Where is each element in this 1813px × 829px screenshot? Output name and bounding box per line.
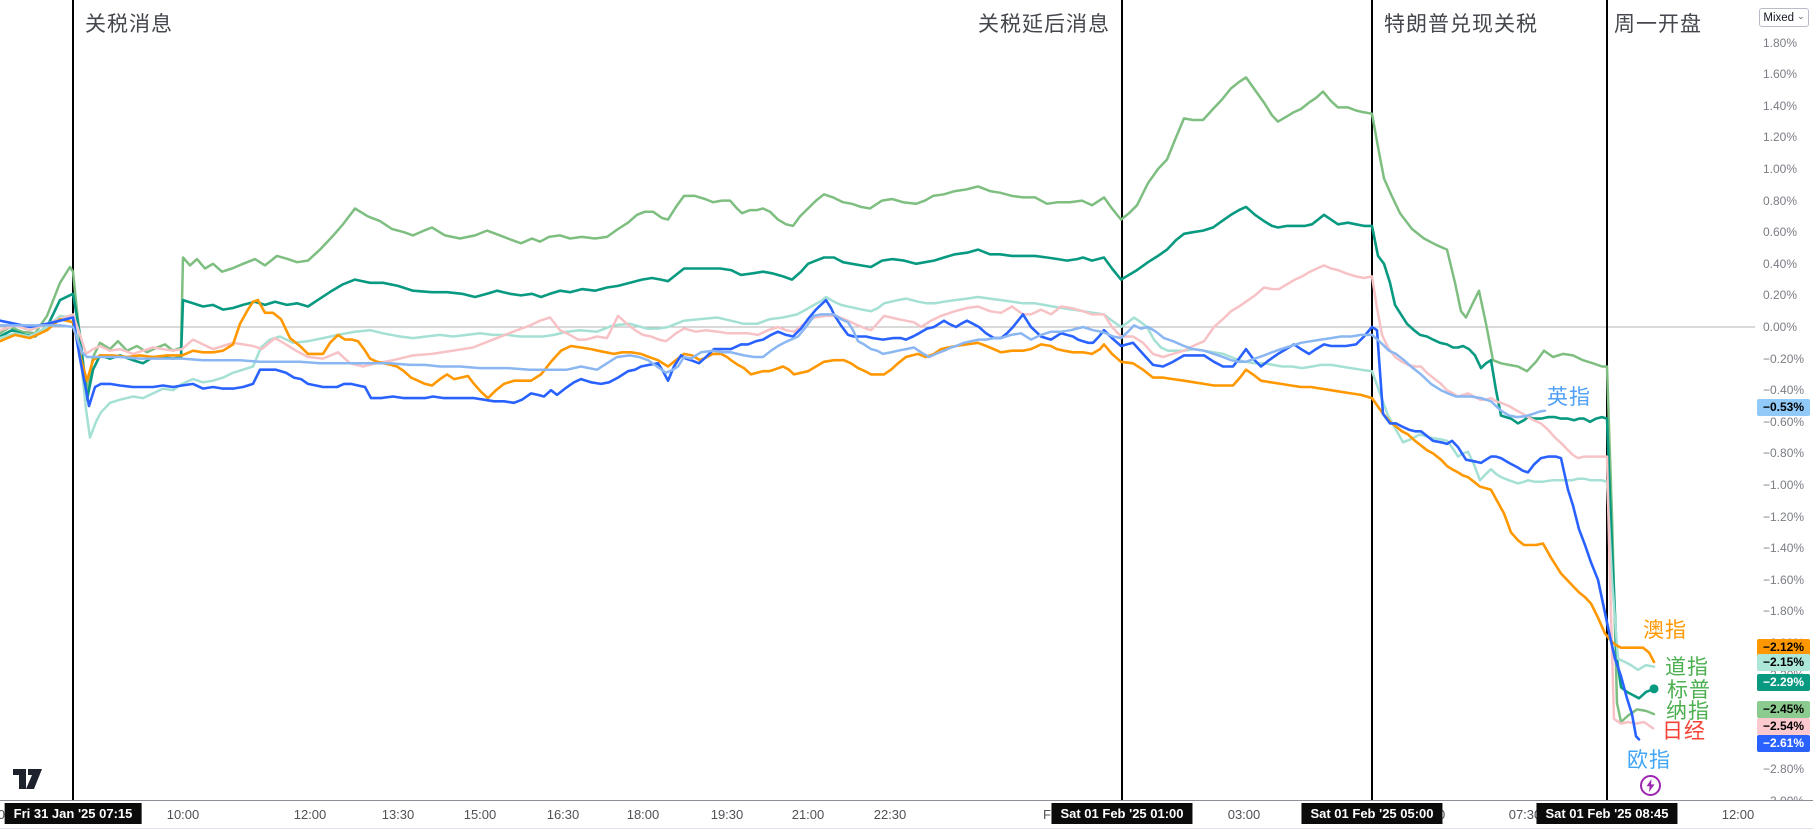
price-axis-label: −2.80% [1763,762,1805,777]
price-axis-label: 1.80% [1763,35,1798,50]
time-axis-label: 12:00 [293,807,327,822]
series-line-nasdaq[interactable] [0,76,1656,724]
price-axis-label: 1.00% [1763,162,1798,176]
time-axis-label: 10:00 [166,807,200,822]
time-axis-label: 07:30 [1508,807,1542,822]
series-line-sp500[interactable] [0,205,1656,700]
series-label-sp500: 标普 [1667,679,1711,702]
series-end-dot-sp500 [1649,684,1659,694]
time-axis-event-badge: Sat 01 Feb '25 08:45 [1536,803,1678,824]
series-line-aussie[interactable] [0,298,1656,664]
time-axis-event-badge: Sat 01 Feb '25 05:00 [1301,803,1443,824]
series-line-dow[interactable] [0,295,1656,672]
price-axis-label: −0.80% [1763,446,1805,461]
time-axis-label: 18:00 [626,807,660,822]
time-axis-label: 12:00 [1721,807,1755,822]
time-axis-label: 16:30 [546,807,580,822]
chevron-down-icon: ⌄ [1797,11,1805,21]
event-annotation-3[interactable]: 特朗普兑现关税 [1384,13,1538,36]
price-axis-label: −1.40% [1763,541,1805,556]
price-badge-dow: −2.15% [1757,654,1810,671]
time-axis-label: 15:00 [463,807,497,822]
flash-icon[interactable] [1640,775,1661,796]
time-axis-label: 13:30 [381,807,415,822]
scale-mode-label: Mixed [1763,11,1795,24]
price-badge-euro: −2.61% [1757,735,1810,752]
price-axis-label: −1.60% [1763,572,1805,587]
time-axis-label: F [1043,807,1051,822]
time-axis-label: 22:30 [873,807,907,822]
series-label-uk: 英指 [1547,386,1591,409]
price-axis-label: 0.20% [1763,288,1798,303]
chart-plot-area[interactable]: 关税消息 关税延后消息 特朗普兑现关税 周一开盘 英指澳指道指 标普 纳指 日经欧指 [0,0,1755,800]
price-badge-sp500: −2.29% [1757,674,1810,691]
price-badge-aussie: −2.12% [1757,639,1810,656]
price-axis-label: −0.40% [1763,383,1805,398]
price-axis-label: −1.00% [1763,478,1805,492]
series-line-euro[interactable] [0,298,1641,741]
price-badge-nikkei: −2.54% [1757,718,1810,735]
event-annotation-2[interactable]: 关税延后消息 [978,13,1110,36]
event-annotation-4[interactable]: 周一开盘 [1614,13,1702,36]
price-axis-label: −0.60% [1763,414,1805,429]
time-axis-label: 21:00 [791,807,825,822]
tradingview-logo-icon [13,769,42,789]
price-axis-label: 1.60% [1763,67,1798,82]
time-axis-label: 03:00 [1227,807,1261,822]
series-label-aussie: 澳指 [1643,619,1687,642]
scale-mode-dropdown[interactable]: Mixed ⌄ [1759,8,1809,27]
tradingview-logo[interactable] [13,769,43,790]
time-axis-label: 19:30 [710,807,744,822]
series-line-uk[interactable] [0,313,1547,419]
time-axis-event-badge: Fri 31 Jan '25 07:15 [4,803,142,824]
series-label-nasdaq: 纳指 [1666,700,1710,723]
price-badge-nasdaq: −2.45% [1757,701,1810,718]
price-axis-label: −0.20% [1763,351,1805,366]
series-line-nikkei[interactable] [0,264,1655,730]
price-axis-label: 1.20% [1763,130,1798,145]
price-axis-label: 0.60% [1763,225,1798,240]
price-axis-label: 0.00% [1763,320,1798,334]
time-axis[interactable]: 0010:0012:0013:3015:0016:3018:0019:3021:… [0,800,1813,829]
price-axis[interactable]: Mixed ⌄ 1.80% 1.60% 1.40% 1.20% 1.00% 0.80% 0.… [1755,0,1813,829]
price-badge-uk: −0.53% [1757,399,1810,416]
time-axis-event-badge: Sat 01 Feb '25 01:00 [1051,803,1193,824]
price-axis-label: −1.80% [1763,604,1805,619]
series-label-nikkei: 日经 [1662,720,1706,743]
lightning-bolt-icon [1646,779,1655,792]
series-label-euro: 欧指 [1627,749,1671,772]
price-chart-canvas[interactable] [0,0,1755,800]
price-axis-label: 1.40% [1763,98,1798,113]
event-annotation-1[interactable]: 关税消息 [85,13,173,36]
series-label-dow: 道指 [1665,656,1709,679]
price-axis-label: 0.80% [1763,193,1798,208]
price-axis-label: −1.20% [1763,509,1805,524]
price-axis-label: 0.40% [1763,256,1798,271]
